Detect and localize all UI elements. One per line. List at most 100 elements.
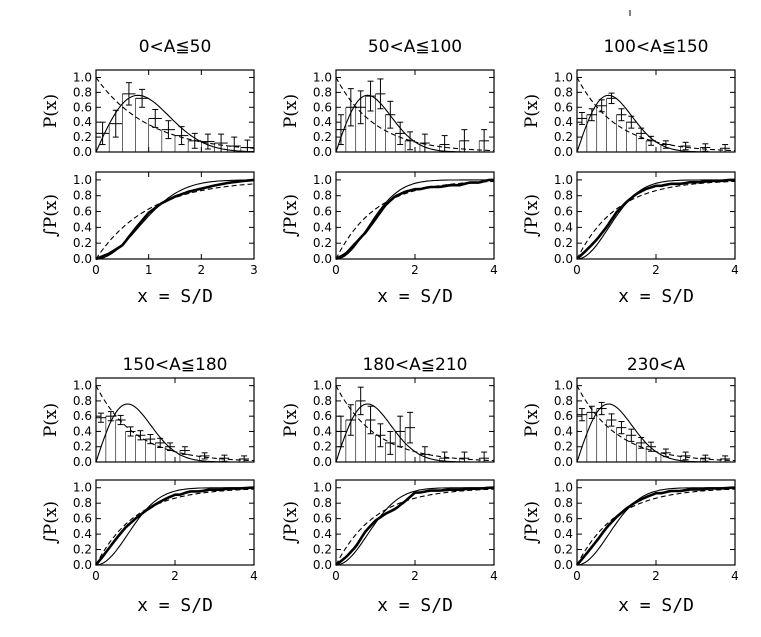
panel-5-bottom-xtick-label: 2 — [411, 569, 419, 583]
panel-5-title: 180<A≦210 — [362, 355, 467, 375]
panel-2-poisson-cumulative — [335, 180, 494, 260]
panel-4-poisson-curve — [95, 385, 255, 462]
panel-1-empirical-cumulative — [95, 178, 255, 261]
panel-5-top-ytick-label: 0.4 — [313, 424, 332, 438]
panel-5-bottom-ytick-label: 0.4 — [313, 527, 332, 541]
panel-6-bottom-ytick-label: 1.0 — [554, 481, 573, 495]
panel-1-bottom-ytick-label: 0.2 — [73, 236, 92, 250]
panel-2-top-ytick-label: 0.2 — [313, 130, 332, 144]
panel-2-top-ytick-label: 1.0 — [313, 70, 332, 84]
panel-6-poisson-cumulative — [576, 488, 736, 566]
panel-6-top-ytick-label: 0.2 — [554, 440, 573, 454]
panel-4-empirical-cumulative — [94, 486, 254, 566]
panel-3-wigner-cumulative — [576, 179, 735, 260]
panel-6-empirical-cumulative — [576, 486, 735, 566]
panel-3-title: 100<A≦150 — [603, 37, 708, 57]
panel-2-bottom-ytick-label: 1.0 — [313, 173, 332, 187]
panel-4-bottom-ytick-label: 0.4 — [73, 527, 92, 541]
panel-1-top-ytick-label: 0.8 — [73, 85, 92, 99]
panel-6-xlabel: x = S/D — [618, 595, 694, 616]
panel-4-top-ytick-label: 0.2 — [73, 440, 92, 454]
panel-5-bottom-ytick-label: 0.0 — [313, 558, 332, 572]
panel-5-top-ytick-label: 0.6 — [313, 409, 332, 423]
panel-2-top-ytick-label: 0.6 — [313, 100, 332, 114]
panel-3-bottom-ytick-label: 0.0 — [554, 252, 573, 266]
panel-2-poisson-curve — [335, 77, 494, 152]
panel-5-bottom-ytick-label: 0.6 — [313, 512, 332, 526]
panel-1-top-ytick-label: 0.0 — [73, 145, 92, 159]
panel-1-title: 0<A≦50 — [139, 37, 212, 57]
panel-3-bottom-xtick-label: 4 — [731, 263, 739, 277]
panel-4-top-ytick-label: 0.8 — [73, 394, 92, 408]
panel-2-bottom-ytick-label: 0.6 — [313, 205, 332, 219]
panel-4-bottom-ytick-label: 0.2 — [73, 543, 92, 557]
panel-2-bottom-ytick-label: 0.4 — [313, 220, 332, 234]
panel-3-top-ytick-label: 0.0 — [554, 145, 573, 159]
panel-1-bottom-ytick-label: 0.4 — [73, 220, 92, 234]
panel-6-bottom-ytick-label: 0.2 — [554, 543, 573, 557]
panel-2-top-ytick-label: 0.4 — [313, 115, 332, 129]
panel-1-bottom-xtick-label: 0 — [92, 263, 100, 277]
panel-6-bottom-ytick-label: 0.0 — [554, 558, 573, 572]
panel-5-poisson-curve — [335, 385, 495, 462]
panel-5-top-ytick-label: 0.0 — [313, 455, 332, 469]
panel-1-xlabel: x = S/D — [137, 286, 213, 307]
panel-3-bottom-ytick-label: 0.2 — [554, 236, 573, 250]
panel-5-bottom-ytick-label: 0.2 — [313, 543, 332, 557]
panel-4-top-ytick-label: 0.6 — [73, 409, 92, 423]
panel-3-xlabel: x = S/D — [618, 286, 694, 307]
panel-1-bottom-xtick-label: 1 — [145, 263, 153, 277]
panel-6-wigner-curve — [576, 403, 735, 463]
panel-1-bottom-xtick-label: 2 — [198, 263, 206, 277]
panel-3-bottom-ytick-label: 0.4 — [554, 220, 573, 234]
panel-4-title: 150<A≦180 — [122, 355, 227, 375]
panel-3-poisson-curve — [576, 77, 735, 152]
panel-5-wigner-cumulative — [335, 487, 494, 566]
panel-2-bottom-xtick-label: 0 — [332, 263, 340, 277]
panel-6-title: 230<A — [627, 355, 686, 375]
panel-3-wigner-curve — [576, 94, 735, 153]
panel-2-wigner-cumulative — [335, 179, 494, 260]
panel-6-top-ytick-label: 0.0 — [554, 455, 573, 469]
panel-2-ylabel-bottom: ∫P(x) — [281, 194, 301, 237]
panel-4-top-ytick-label: 0.4 — [73, 424, 92, 438]
panel-6-bottom-xtick-label: 2 — [652, 569, 660, 583]
panel-1-top-ytick-label: 0.6 — [73, 100, 92, 114]
panel-3-empirical-cumulative — [576, 178, 735, 260]
panel-1-bottom-ytick-label: 0.6 — [73, 205, 92, 219]
panel-3-top-ytick-label: 0.4 — [554, 115, 573, 129]
panel-4-bottom-ytick-label: 0.8 — [73, 496, 92, 510]
panel-6-ylabel-top: P(x) — [522, 403, 542, 437]
panel-2-bottom-ytick-label: 0.0 — [313, 252, 332, 266]
panel-5-top-ytick-label: 0.8 — [313, 394, 332, 408]
panel-2-ylabel-top: P(x) — [281, 94, 301, 128]
panel-4-xlabel: x = S/D — [137, 595, 213, 616]
panel-1-ylabel-top: P(x) — [41, 94, 61, 128]
panel-2-bottom-ytick-label: 0.2 — [313, 236, 332, 250]
panel-5-ylabel-top: P(x) — [281, 403, 301, 437]
panel-1-bottom-ytick-label: 1.0 — [73, 173, 92, 187]
panel-1-bottom-frame — [95, 171, 255, 260]
panel-2-xlabel: x = S/D — [377, 286, 453, 307]
panel-3-bottom-ytick-label: 0.8 — [554, 189, 573, 203]
panel-5-bottom-ytick-label: 0.8 — [313, 496, 332, 510]
panel-1-bottom-ytick-label: 0.8 — [73, 189, 92, 203]
panel-6-bottom-ytick-label: 0.6 — [554, 512, 573, 526]
panel-6-top-ytick-label: 0.4 — [554, 424, 573, 438]
panel-3-ylabel-bottom: ∫P(x) — [522, 194, 542, 237]
panel-6-bottom-ytick-label: 0.4 — [554, 527, 573, 541]
panel-5-ylabel-bottom: ∫P(x) — [281, 501, 301, 544]
panel-3-top-ytick-label: 1.0 — [554, 70, 573, 84]
panel-5-bottom-xtick-label: 4 — [490, 569, 498, 583]
panel-4-bottom-ytick-label: 0.6 — [73, 512, 92, 526]
panel-2-top-ytick-label: 0.8 — [313, 85, 332, 99]
panel-6-top-ytick-label: 0.6 — [554, 409, 573, 423]
panel-6-wigner-cumulative — [576, 487, 735, 566]
panel-4-bottom-frame — [95, 479, 255, 566]
panel-5-bottom-xtick-label: 0 — [332, 569, 340, 583]
panel-4-ylabel-top: P(x) — [41, 403, 61, 437]
panel-2-bottom-frame — [335, 171, 495, 260]
panel-1-bottom-ytick-label: 0.0 — [73, 252, 92, 266]
panel-4-bottom-ytick-label: 1.0 — [73, 481, 92, 495]
